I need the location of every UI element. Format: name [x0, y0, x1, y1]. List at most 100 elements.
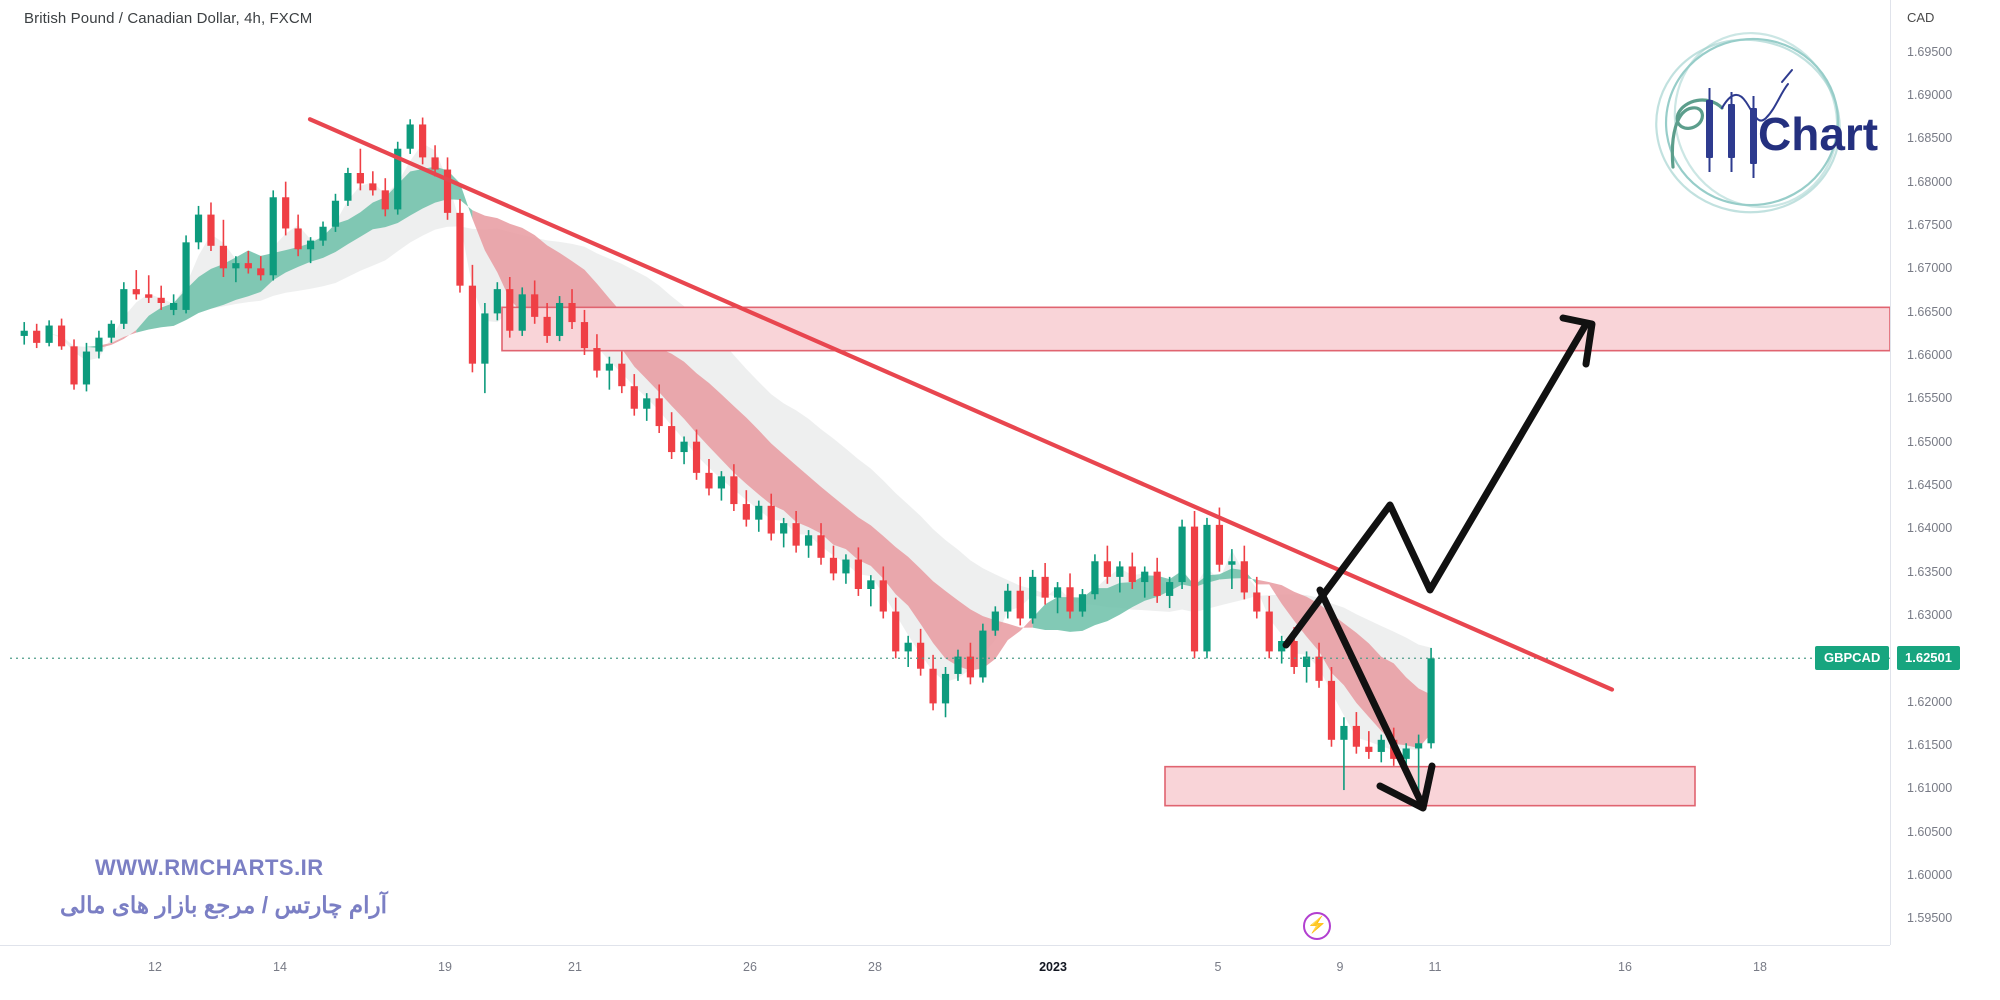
- candle-body: [1091, 561, 1099, 595]
- candle-body: [406, 124, 414, 149]
- time-tick: 19: [438, 960, 452, 974]
- candle-body: [1016, 590, 1024, 619]
- candle-body: [443, 169, 452, 213]
- time-axis[interactable]: 12 14 19 21 26 28 2023 5 9 11 16 18: [0, 945, 1890, 1000]
- candle-body: [1053, 587, 1062, 598]
- resistance-supply-zone[interactable]: [501, 306, 1890, 352]
- candle-body: [1402, 748, 1410, 759]
- candle-body: [1265, 611, 1273, 652]
- candle-body: [780, 523, 788, 534]
- candle-body: [1103, 561, 1111, 577]
- candle-body: [82, 351, 91, 385]
- candle-body: [879, 580, 887, 612]
- candle-body: [1228, 561, 1236, 565]
- price-axis[interactable]: CAD 1.69500 1.69000 1.68500 1.68000 1.67500 1…: [1890, 0, 2000, 945]
- site-url-watermark: WWW.RMCHARTS.IR: [95, 855, 324, 880]
- candle-body: [232, 263, 240, 269]
- candle-body: [904, 642, 912, 652]
- candle-body: [157, 297, 165, 303]
- ma-ribbon-layer: [24, 143, 1432, 751]
- candle-body: [1302, 656, 1311, 667]
- candle-body: [170, 303, 178, 310]
- candle-body: [219, 245, 228, 269]
- time-tick: 21: [568, 960, 582, 974]
- candle-body: [294, 228, 302, 250]
- price-tick: 1.60500: [1907, 824, 1953, 839]
- candle-body: [979, 630, 987, 678]
- candle-body: [655, 398, 663, 427]
- candle-body: [45, 325, 53, 343]
- descending-resistance-trendline[interactable]: [307, 117, 1615, 692]
- candle-body: [120, 289, 128, 324]
- symbol-price-tag[interactable]: GBPCAD: [1815, 646, 1890, 671]
- candle-body: [506, 289, 514, 331]
- candlestick-canvas: [10, 117, 1890, 812]
- candle-body: [282, 197, 290, 229]
- price-axis-currency: CAD: [1907, 10, 1935, 25]
- candle-body: [145, 294, 153, 298]
- candle-body: [182, 242, 190, 310]
- candle-body: [1240, 561, 1248, 593]
- candle-body: [767, 505, 775, 534]
- ma-ribbon-bear-segment: [472, 210, 1033, 671]
- candle-body: [580, 322, 589, 349]
- candle-body: [1315, 656, 1323, 681]
- candle-body: [680, 441, 688, 453]
- candle-body: [1166, 582, 1174, 596]
- candle-body: [555, 303, 564, 336]
- candle-body: [543, 316, 551, 336]
- candle-body: [394, 148, 402, 210]
- candle-body: [419, 124, 427, 158]
- bearish-projection-arrow[interactable]: [1316, 586, 1424, 804]
- candle-body: [804, 535, 813, 546]
- price-tick: 1.63000: [1907, 608, 1953, 622]
- time-tick: 5: [1214, 960, 1222, 974]
- candle-body: [630, 386, 638, 409]
- time-tick: 28: [868, 960, 882, 974]
- candle-body: [107, 323, 115, 338]
- bearish-projection-arrow-head[interactable]: [1376, 762, 1436, 812]
- candle-body: [1415, 743, 1423, 749]
- lightning-bolt-icon[interactable]: ⚡: [1303, 912, 1331, 940]
- time-tick: 18: [1753, 960, 1767, 974]
- candle-body: [57, 325, 66, 347]
- candle-body: [929, 668, 937, 704]
- current-price-badge[interactable]: 1.62501: [1897, 646, 1960, 671]
- price-tick: 1.65500: [1907, 391, 1953, 406]
- candle-body: [643, 398, 651, 409]
- candle-body: [1066, 587, 1074, 612]
- price-tick: 1.61500: [1907, 738, 1953, 752]
- candle-body: [356, 173, 364, 184]
- candle-body: [1116, 566, 1124, 577]
- candle-body: [194, 214, 203, 243]
- candle-body: [1365, 746, 1373, 752]
- zone-layer: [501, 306, 1890, 807]
- price-tick: 1.66000: [1907, 348, 1953, 362]
- candle-body: [593, 348, 601, 371]
- price-tick: 1.68500: [1907, 131, 1953, 146]
- symbol-title[interactable]: British Pound / Canadian Dollar, 4h, FXC…: [24, 10, 313, 27]
- price-tick: 1.61000: [1907, 781, 1953, 796]
- bullish-projection-arrow[interactable]: [1282, 322, 1589, 649]
- bullish-projection-arrow-head[interactable]: [1559, 314, 1596, 368]
- candle-body: [842, 559, 850, 574]
- candle-body: [692, 441, 701, 473]
- ma-ribbon-bull-segment: [1032, 568, 1257, 632]
- time-tick: 12: [148, 960, 162, 974]
- candle-body: [1190, 526, 1199, 652]
- price-plot-area[interactable]: [10, 30, 1890, 940]
- candle-body: [1141, 571, 1149, 583]
- candle-body: [742, 504, 750, 520]
- price-tick: 1.59500: [1907, 911, 1953, 926]
- price-tick: 1.68000: [1907, 174, 1953, 189]
- candle-body: [456, 212, 464, 286]
- time-tick: 9: [1336, 960, 1344, 974]
- candle-body: [991, 611, 999, 631]
- candle-body: [1427, 658, 1435, 744]
- candle-body: [1078, 594, 1087, 612]
- price-tick: 1.64500: [1907, 478, 1953, 492]
- candle-body: [717, 476, 726, 489]
- candle-body: [568, 303, 576, 323]
- price-tick: 1.66500: [1907, 304, 1953, 319]
